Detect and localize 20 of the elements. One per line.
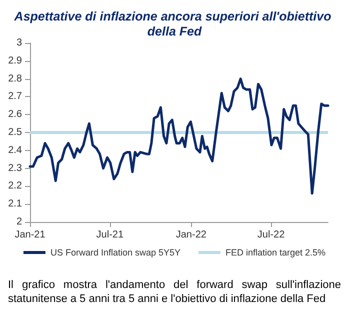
- y-tick-label: 3: [16, 38, 22, 48]
- y-tick-label: 2.5: [8, 127, 22, 138]
- y-tick-label: 2.6: [8, 109, 22, 120]
- y-tick-label: 2.2: [8, 180, 22, 192]
- text: Il grafico mostra l'andamento del forward swap sull'inflazione statunitense a 5 anni tra 5 anni e l'obiettivo di inflazione della Fed: [8, 278, 341, 306]
- x-tick-label: Jul-21: [96, 230, 124, 240]
- x-tick-label: Jul-22: [257, 230, 286, 240]
- x-tick-label: Jan-21: [14, 230, 46, 240]
- y-tick-label: 2.1: [8, 198, 22, 210]
- x-tick-label: Jan-22: [176, 230, 207, 240]
- y-tick-label: 2.3: [8, 162, 22, 174]
- chart-title: Aspettative di inflazione ancora superiori all'obiettivo della Fed: [13, 10, 335, 38]
- legend-label: US Forward Inflation swap 5Y5Y: [50, 248, 181, 258]
- y-tick-label: 2.4: [8, 144, 22, 156]
- y-tick-label: 2: [16, 216, 22, 228]
- y-tick-label: 2.9: [8, 55, 22, 66]
- y-tick-label: 2.7: [8, 91, 22, 102]
- line-series: [28, 78, 330, 195]
- legend-label: FED inflation target 2.5%: [226, 248, 326, 258]
- y-tick-label: 2.8: [8, 73, 22, 84]
